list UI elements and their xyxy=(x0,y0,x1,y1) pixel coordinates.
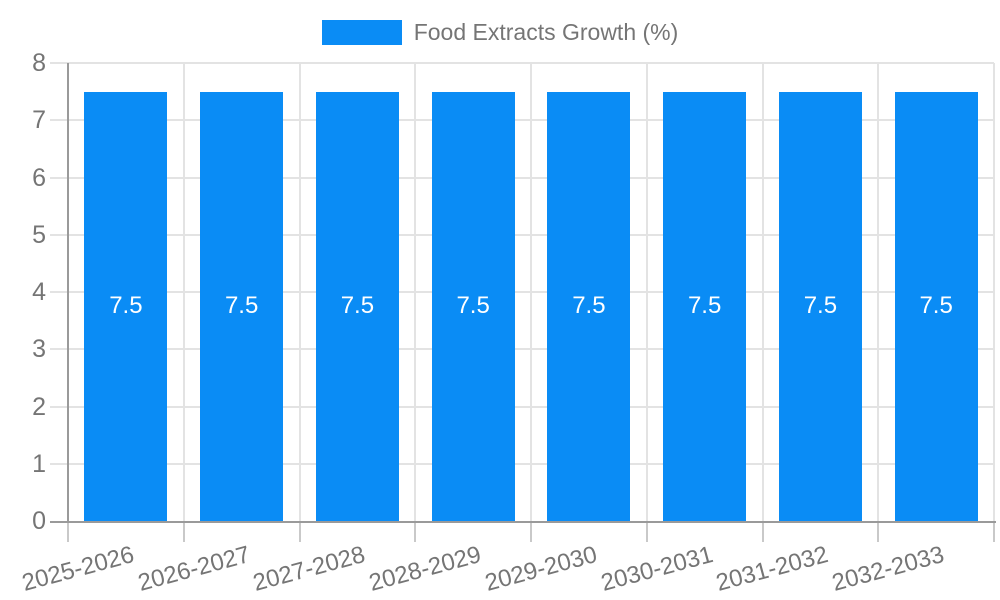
x-tick-mark xyxy=(182,522,185,542)
y-tick-mark xyxy=(50,176,68,179)
bar: 7.5 xyxy=(431,91,515,521)
y-axis-line xyxy=(67,63,69,521)
y-tick-label: 4 xyxy=(32,278,46,306)
bar-value-label: 7.5 xyxy=(803,292,838,320)
bar: 7.5 xyxy=(547,91,631,521)
x-tick-mark xyxy=(530,522,532,542)
gridline-vertical xyxy=(182,63,185,521)
gridline-vertical xyxy=(298,63,301,521)
bar: 7.5 xyxy=(663,91,747,521)
bar-value-label: 7.5 xyxy=(224,292,259,320)
x-tick-mark xyxy=(67,522,69,542)
gridline-vertical xyxy=(877,63,880,521)
x-tick-mark xyxy=(877,522,880,542)
bar: 7.5 xyxy=(894,91,978,521)
gridline-vertical xyxy=(530,63,532,521)
legend-label: Food Extracts Growth (%) xyxy=(413,19,679,45)
y-tick-mark xyxy=(50,462,68,465)
y-tick-mark xyxy=(50,348,68,351)
bar-value-label: 7.5 xyxy=(109,292,143,320)
bar-value-label: 7.5 xyxy=(456,292,490,320)
gridline-vertical xyxy=(645,63,648,521)
y-tick-mark xyxy=(50,405,68,408)
x-tick-mark xyxy=(414,522,417,542)
y-tick-label: 7 xyxy=(32,106,46,135)
legend-item[interactable]: Food Extracts Growth (%) xyxy=(0,19,1000,46)
y-tick-mark xyxy=(50,119,68,122)
bar-value-label: 7.5 xyxy=(919,292,953,320)
bar: 7.5 xyxy=(84,91,168,521)
bar-value-label: 7.5 xyxy=(687,292,722,320)
bar-value-label: 7.5 xyxy=(572,292,606,320)
x-tick-mark xyxy=(993,522,995,542)
gridline-vertical xyxy=(414,63,417,521)
bar: 7.5 xyxy=(200,91,284,521)
gridline-vertical xyxy=(761,63,764,521)
y-tick-label: 1 xyxy=(32,449,46,478)
y-tick-label: 3 xyxy=(32,335,46,364)
y-tick-label: 2 xyxy=(32,392,46,421)
bar: 7.5 xyxy=(778,91,862,521)
gridline-vertical xyxy=(993,63,995,521)
y-tick-label: 5 xyxy=(32,220,46,249)
y-tick-mark xyxy=(50,62,68,64)
bar-value-label: 7.5 xyxy=(340,292,375,320)
y-tick-label: 0 xyxy=(32,507,46,535)
y-tick-mark xyxy=(50,291,68,293)
x-tick-mark xyxy=(298,522,301,542)
bar: 7.5 xyxy=(315,91,399,521)
x-axis-line xyxy=(50,521,996,523)
y-tick-label: 6 xyxy=(32,163,46,192)
y-tick-label: 8 xyxy=(32,49,46,77)
legend-swatch-icon xyxy=(321,20,402,45)
x-tick-mark xyxy=(645,522,648,542)
x-tick-mark xyxy=(761,522,764,542)
y-tick-mark xyxy=(50,233,68,236)
